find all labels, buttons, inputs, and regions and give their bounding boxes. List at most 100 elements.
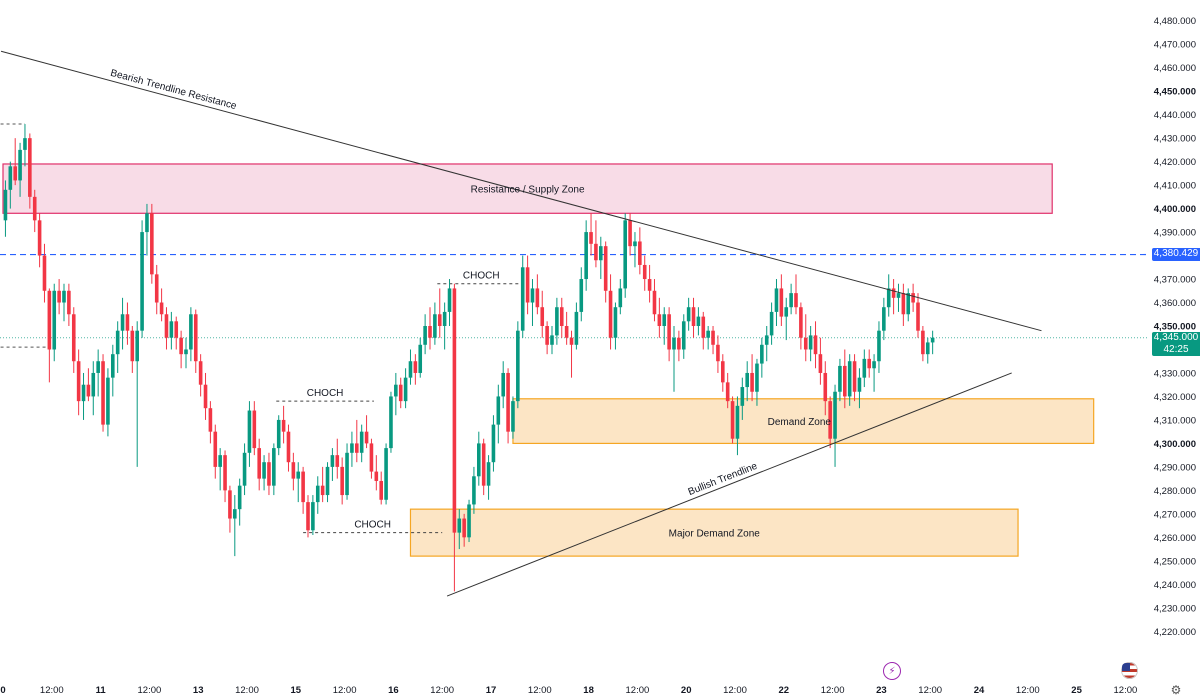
price-tick-label: 4,420.000 [1154,157,1196,168]
lightning-icon[interactable]: ⚡ [883,662,901,680]
candle-body [647,279,652,291]
candle-body [272,448,276,486]
candle-body [374,471,379,481]
candle-body [711,330,715,345]
candle-body [198,361,203,385]
candle-body [877,330,881,362]
candle-body [760,344,764,364]
candle-body [925,342,930,355]
trendlines-layer [0,50,1042,597]
candle-body [433,314,437,338]
time-tick-label: 0 [0,685,5,696]
time-tick-label: 20 [681,685,692,696]
candle-body [413,361,418,373]
price-tick-label: 4,270.000 [1154,509,1196,520]
candle-body [291,462,296,479]
zones-layer [2,163,1095,557]
candle-body [203,384,208,409]
candle-body [501,372,505,397]
candle-body [169,321,174,338]
candle-body [237,485,242,510]
candle-body [691,307,696,326]
candle-body [32,196,37,221]
candle-body [730,401,735,439]
candle-body [462,518,466,538]
price-tick-label: 4,240.000 [1154,580,1196,591]
candle-body [96,361,100,373]
candle-body [838,365,842,392]
time-tick-label: 12:00 [430,685,454,696]
candle-body [872,361,876,369]
price-axis[interactable]: 4,220.000 4,230.000 4,240.000 4,250.000 4,26… [1154,16,1196,638]
candle-body [345,452,349,496]
candle-body [638,241,642,265]
candle-body [120,314,125,331]
trendline-label: Bearish Trendline Resistance [109,68,238,112]
candle-body [525,267,530,303]
candle-body [28,138,32,197]
candle-body [540,307,545,326]
candle-body [57,290,61,303]
annotations-layer: Resistance / Supply Zone Demand Zone Major… [109,68,831,540]
candle-body [574,311,579,345]
candle-body [311,502,315,531]
candle-body [379,480,383,500]
price-tick-label: 4,220.000 [1154,627,1196,638]
candle-body [891,288,896,298]
candle-body [437,314,442,326]
candle-body [764,335,769,345]
time-tick-label: 12:00 [821,685,845,696]
choch-label: CHOCH [463,271,500,282]
candle-body [882,307,886,331]
candle-body [564,326,569,338]
candle-body [184,349,188,355]
candle-body [452,288,457,533]
candle-body [511,401,515,432]
candle-body [818,354,823,373]
time-tick-label: 12:00 [1016,685,1040,696]
time-axis[interactable]: 0 12:00 11 12:00 13 12:00 15 12:00 16 12:00 17 12:0… [0,685,1137,696]
candle-body [579,279,584,312]
candle-body [193,314,198,362]
candle-body [228,490,232,519]
candle-body [37,220,42,256]
time-tick-label: 25 [1071,685,1082,696]
candle-body [916,302,920,331]
price-tick-label: 4,480.000 [1154,16,1196,27]
candle-body [852,361,857,392]
candle-body [721,361,725,383]
zone-label: Resistance / Supply Zone [471,185,585,196]
us-flag-icon[interactable] [1121,662,1138,679]
trendline-label: Bullish Trendline [687,461,760,498]
candle-body [330,455,335,467]
candle-body [47,290,52,350]
candle-body [247,410,252,453]
candle-body [472,476,476,505]
candle-body [486,462,491,486]
time-tick-label: 23 [876,685,887,696]
candle-body [467,504,471,538]
candle-body [794,293,798,308]
candles-layer [3,124,935,592]
candle-body [921,330,925,355]
candle-body [389,396,393,449]
candle-body [550,335,554,345]
candle-body [672,337,676,350]
candle-body [857,377,862,392]
candle-body [628,220,632,247]
candle-body [686,307,691,322]
candle-body [481,443,486,486]
candle-body [623,220,627,289]
candle-body [81,384,86,402]
candle-body [276,419,281,449]
price-tick-label: 4,230.000 [1154,603,1196,614]
time-tick-label: 12:00 [723,685,747,696]
candle-body [896,293,901,298]
candle-body [213,431,218,467]
candle-body [530,288,535,303]
candle-body [423,326,427,345]
settings-gear-icon[interactable]: ⚙ [1170,683,1182,697]
time-tick-label: 12:00 [138,685,162,696]
candle-body [340,466,344,496]
